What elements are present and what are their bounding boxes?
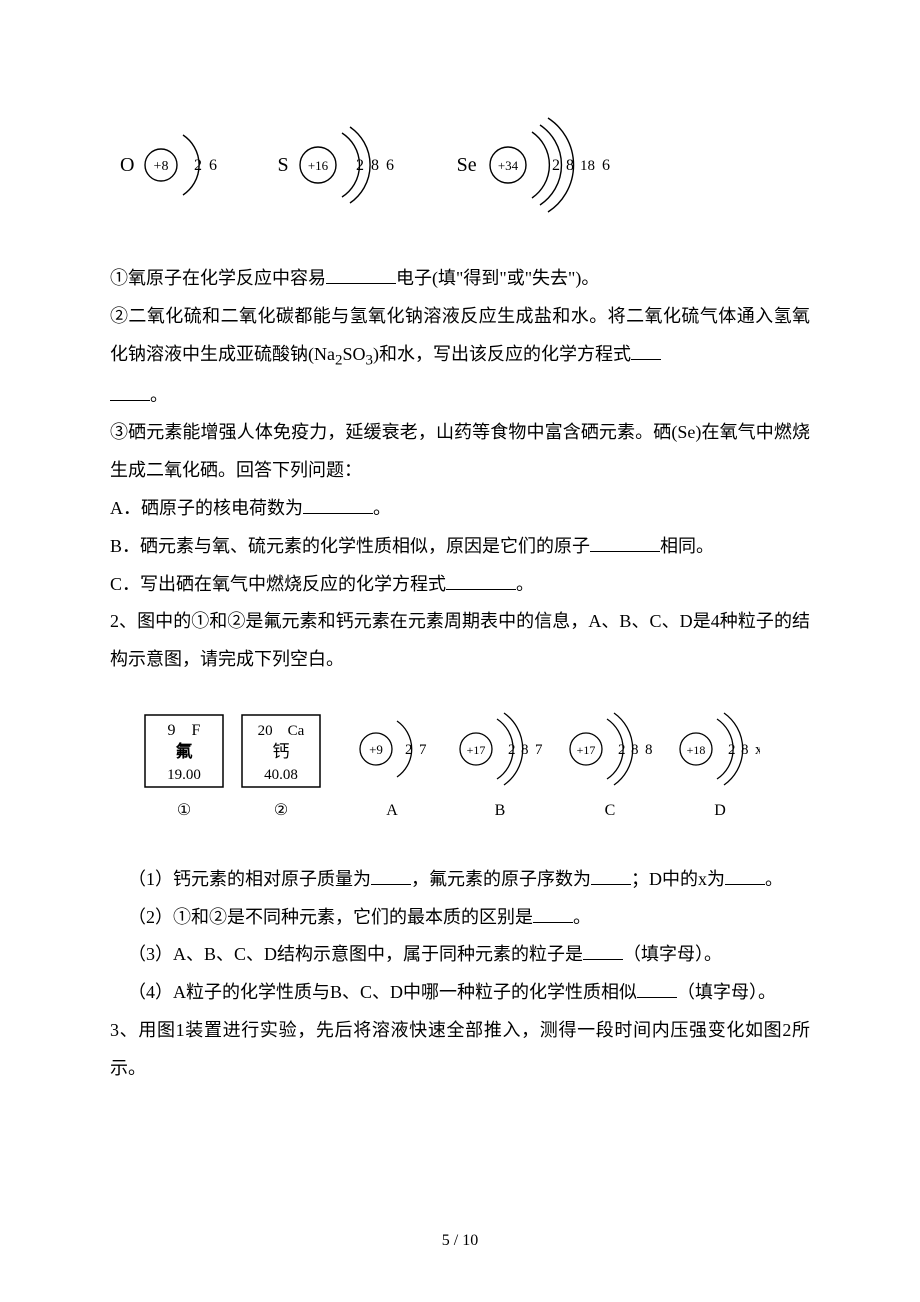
atom-sulfur: S +16 2 8 6 — [277, 115, 406, 215]
line-a: A．硒原子的核电荷数为。 — [110, 490, 810, 528]
svg-text:②: ② — [274, 802, 288, 819]
svg-text:9 F: 9 F — [168, 722, 201, 739]
atom-selenium: Se +34 2 8 18 6 — [457, 110, 630, 220]
svg-text:19.00: 19.00 — [167, 767, 201, 783]
svg-text:B: B — [495, 802, 506, 819]
atom-label: O — [120, 144, 134, 186]
svg-text:8: 8 — [521, 742, 529, 758]
svg-text:2: 2 — [618, 742, 626, 758]
svg-text:7: 7 — [419, 742, 427, 758]
q2-4: （4）A粒子的化学性质与B、C、D中哪一种粒子的化学性质相似（填字母）。 — [128, 974, 810, 1012]
svg-text:8: 8 — [371, 157, 379, 174]
svg-text:①: ① — [177, 802, 191, 819]
q2-1: （1）钙元素的相对原子质量为，氟元素的原子序数为；D中的x为。 — [128, 861, 810, 899]
svg-text:7: 7 — [535, 742, 543, 758]
svg-text:2: 2 — [552, 157, 560, 174]
periodic-diagram: 9 F 氟 19.00 ① 20 Ca 钙 40.08 ② +9 2 7 A +… — [140, 697, 810, 851]
page-footer: 5 / 10 — [0, 1224, 920, 1258]
svg-text:x: x — [755, 742, 760, 758]
svg-text:D: D — [714, 802, 726, 819]
svg-text:18: 18 — [580, 158, 595, 174]
atom-diagram-row: O +8 2 6 S +16 2 8 6 Se +34 2 — [120, 110, 810, 220]
svg-text:6: 6 — [209, 157, 217, 174]
svg-text:20 Ca: 20 Ca — [258, 723, 305, 739]
q3: 3、用图1装置进行实验，先后将溶液快速全部推入，测得一段时间内压强变化如图2所示… — [110, 1012, 810, 1088]
atom-label: Se — [457, 144, 477, 186]
svg-text:2: 2 — [194, 157, 202, 174]
q2-3: （3）A、B、C、D结构示意图中，属于同种元素的粒子是（填字母）。 — [128, 936, 810, 974]
line-1: ①氧原子在化学反应中容易电子(填"得到"或"失去")。 — [110, 260, 810, 298]
svg-text:+18: +18 — [687, 743, 706, 757]
line-2: ②二氧化硫和二氧化碳都能与氢氧化钠溶液反应生成盐和水。将二氧化硫气体通入氢氧化钠… — [110, 298, 810, 377]
atom-svg: +8 2 6 — [137, 115, 227, 215]
svg-text:40.08: 40.08 — [264, 767, 298, 783]
svg-text:8: 8 — [741, 742, 749, 758]
svg-text:+17: +17 — [577, 743, 596, 757]
svg-text:2: 2 — [508, 742, 516, 758]
svg-text:2: 2 — [728, 742, 736, 758]
line-3: ③硒元素能增强人体免疫力，延缓衰老，山药等食物中富含硒元素。硒(Se)在氧气中燃… — [110, 414, 810, 490]
svg-text:+17: +17 — [467, 743, 486, 757]
svg-text:A: A — [386, 802, 398, 819]
svg-text:氟: 氟 — [176, 741, 193, 761]
atom-label: S — [277, 144, 288, 186]
svg-text:2: 2 — [356, 157, 364, 174]
q2: 2、图中的①和②是氟元素和钙元素在元素周期表中的信息，A、B、C、D是4种粒子的… — [110, 603, 810, 679]
svg-text:8: 8 — [645, 742, 653, 758]
atom-svg: +16 2 8 6 — [292, 115, 407, 215]
nucleus-text: +8 — [154, 159, 169, 174]
svg-text:8: 8 — [566, 157, 574, 174]
svg-text:+9: +9 — [369, 742, 383, 757]
line-c: C．写出硒在氧气中燃烧反应的化学方程式。 — [110, 566, 810, 604]
svg-text:钙: 钙 — [273, 742, 290, 761]
svg-text:6: 6 — [386, 157, 394, 174]
atom-oxygen: O +8 2 6 — [120, 115, 227, 215]
svg-text:C: C — [605, 802, 616, 819]
line-2b: 。 — [110, 377, 810, 415]
svg-text:+16: +16 — [307, 158, 328, 173]
svg-text:+34: +34 — [497, 158, 518, 173]
line-b: B．硒元素与氧、硫元素的化学性质相似，原因是它们的原子相同。 — [110, 528, 810, 566]
svg-text:8: 8 — [631, 742, 639, 758]
svg-text:6: 6 — [602, 157, 610, 174]
atom-svg: +34 2 8 18 6 — [480, 110, 630, 220]
q2-2: （2）①和②是不同种元素，它们的最本质的区别是。 — [128, 899, 810, 937]
svg-text:2: 2 — [405, 742, 413, 758]
